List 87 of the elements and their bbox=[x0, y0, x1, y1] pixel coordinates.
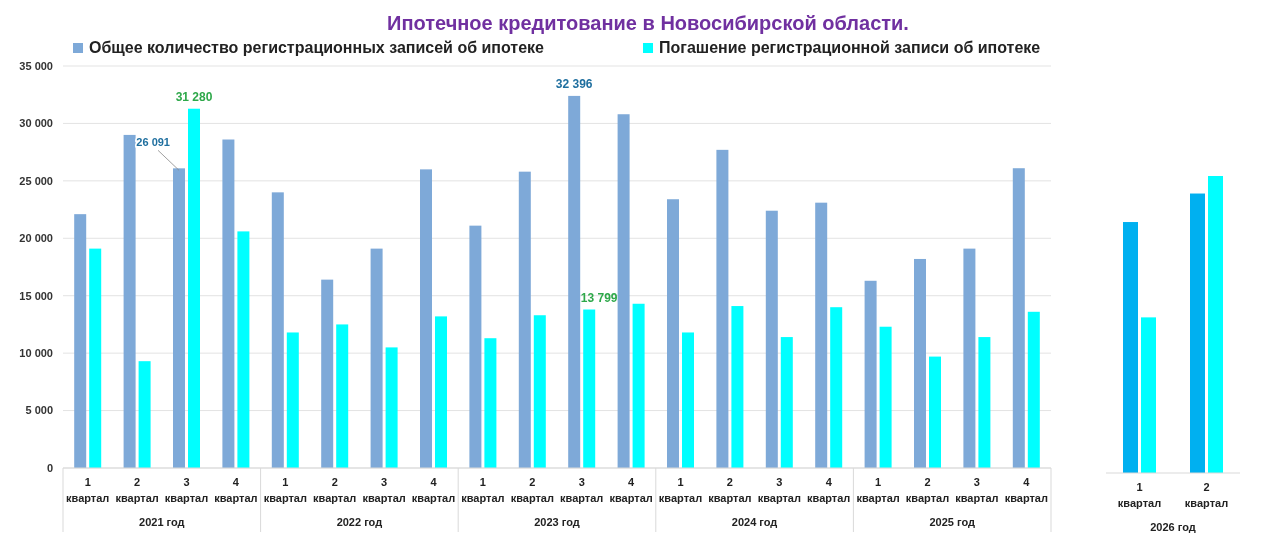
bar bbox=[222, 139, 235, 468]
bar bbox=[237, 231, 250, 468]
bar bbox=[830, 307, 843, 468]
bar bbox=[518, 171, 531, 468]
bar bbox=[765, 210, 778, 468]
bar bbox=[731, 306, 744, 468]
y-tick-label: 25 000 bbox=[19, 174, 53, 187]
text: 2022 год bbox=[336, 516, 383, 528]
x-tick-label: 1 квартал bbox=[658, 476, 703, 504]
bar bbox=[138, 361, 151, 468]
legend-label: Общее количество регистрационных записей об ипотеке bbox=[89, 39, 545, 56]
x-tick-label: 1 квартал bbox=[263, 476, 307, 504]
chart-title: Ипотечное кредитование в Новосибирской области. bbox=[387, 12, 909, 34]
bar bbox=[914, 258, 926, 468]
bar bbox=[632, 303, 645, 468]
y-tick-label: 35 000 bbox=[19, 59, 53, 72]
bar bbox=[74, 214, 87, 468]
bar bbox=[780, 337, 793, 468]
bar bbox=[286, 332, 299, 468]
y-tick-label: 0 bbox=[46, 461, 53, 474]
text: 2025 год bbox=[929, 516, 975, 528]
bar bbox=[271, 192, 284, 468]
x-tick-label: 3 квартал bbox=[164, 476, 209, 504]
bar bbox=[435, 316, 447, 468]
text: 2021 год bbox=[139, 516, 185, 528]
bar bbox=[484, 338, 497, 468]
bar bbox=[123, 134, 136, 468]
text: 2024 год bbox=[731, 516, 778, 528]
x-tick-label: 3 квартал bbox=[362, 476, 406, 504]
x-tick-label: 2 квартал bbox=[1184, 481, 1229, 509]
x-tick-label: 1 квартал bbox=[856, 476, 900, 504]
x-tick-label: 4 квартал bbox=[214, 476, 258, 504]
y-tick-label: 30 000 bbox=[19, 117, 53, 130]
x-tick-label: 4 квартал bbox=[411, 476, 456, 504]
x-tick-label: 1 квартал bbox=[1117, 481, 1162, 509]
x-tick-label: 4 квартал bbox=[1004, 476, 1048, 504]
y-tick-label: 20 000 bbox=[19, 232, 53, 245]
bar bbox=[336, 324, 349, 468]
data-label: 31 280 bbox=[175, 89, 213, 104]
data-label: 26 091 bbox=[136, 136, 170, 149]
bar bbox=[469, 225, 482, 468]
x-tick-label: 4 квартал bbox=[807, 476, 851, 504]
bar bbox=[667, 199, 679, 468]
bar bbox=[1208, 176, 1223, 473]
bar bbox=[568, 95, 581, 468]
x-tick-label: 1 квартал bbox=[66, 476, 110, 504]
bar bbox=[929, 356, 941, 468]
x-tick-label: 3 квартал bbox=[560, 476, 604, 504]
bar bbox=[89, 248, 102, 468]
bar bbox=[963, 248, 976, 468]
bar bbox=[716, 149, 729, 468]
bar bbox=[1027, 311, 1040, 468]
bar bbox=[1190, 193, 1205, 473]
bar bbox=[1123, 222, 1138, 473]
bar bbox=[1012, 168, 1025, 468]
bar bbox=[370, 248, 383, 468]
bar bbox=[1141, 317, 1156, 473]
bar bbox=[583, 309, 596, 468]
bar bbox=[815, 202, 828, 468]
x-tick-label: 1 квартал bbox=[461, 476, 505, 504]
text: 2026 год bbox=[1150, 521, 1196, 533]
x-tick-label: 2 квартал bbox=[708, 476, 752, 504]
x-tick-label: 2 квартал bbox=[313, 476, 357, 504]
bar bbox=[420, 169, 432, 468]
bar bbox=[385, 347, 398, 468]
x-tick-label: 2 квартал bbox=[115, 476, 159, 504]
bar bbox=[173, 168, 185, 468]
legend-label: Погашение регистрационной записи об ипотеке bbox=[659, 39, 1041, 56]
x-tick-label: 2 квартал bbox=[510, 476, 554, 504]
bar bbox=[864, 280, 877, 468]
bar bbox=[617, 114, 630, 468]
data-label: 32 396 bbox=[555, 76, 593, 91]
bar bbox=[682, 332, 694, 468]
bar bbox=[879, 326, 892, 468]
bar bbox=[978, 337, 991, 468]
x-tick-label: 4 квартал bbox=[609, 476, 653, 504]
bar bbox=[533, 315, 546, 468]
bar bbox=[321, 279, 334, 468]
x-tick-label: 3 квартал bbox=[955, 476, 999, 504]
x-tick-label: 3 квартал bbox=[757, 476, 801, 504]
text: 2023 год bbox=[534, 516, 580, 528]
data-label: 13 799 bbox=[580, 290, 618, 305]
y-tick-label: 10 000 bbox=[19, 346, 53, 359]
bar bbox=[188, 108, 200, 468]
x-tick-label: 2 квартал bbox=[905, 476, 950, 504]
y-tick-label: 5 000 bbox=[25, 404, 53, 417]
y-tick-label: 15 000 bbox=[19, 289, 53, 302]
